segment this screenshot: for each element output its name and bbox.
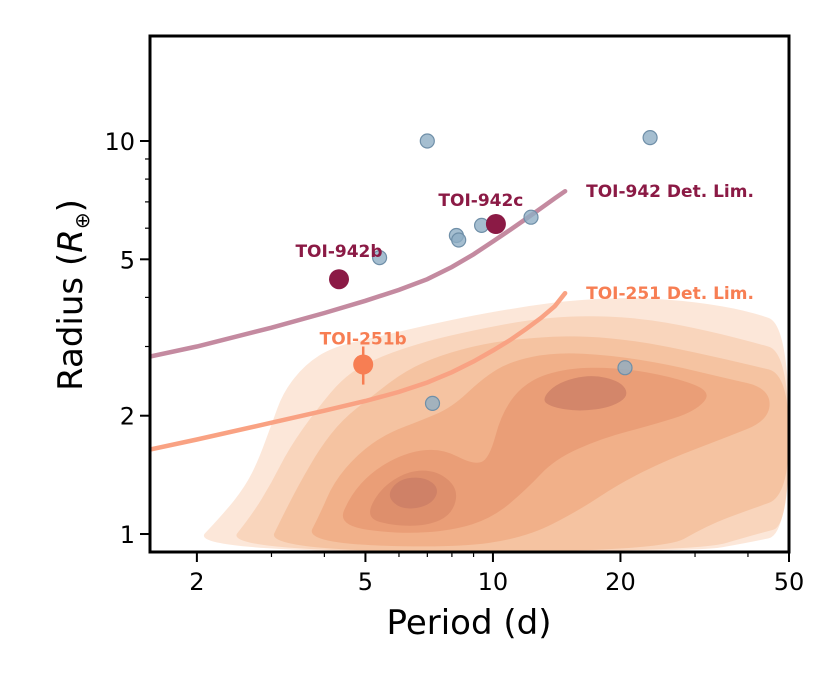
label-toi-942c: TOI-942c <box>438 191 523 211</box>
density-level-7 <box>544 376 627 411</box>
axis-ticks: 2 5 10 20 50 1 2 5 10 <box>104 128 804 596</box>
known-planet-point <box>523 209 539 225</box>
planet-point-toi-942b <box>329 269 349 290</box>
x-tick-label: 2 <box>189 568 204 596</box>
x-tick-label: 20 <box>605 568 636 596</box>
x-axis-label: Period (d) <box>387 603 552 643</box>
x-tick-label: 50 <box>774 568 805 596</box>
known-planet-point <box>642 130 658 146</box>
detection-limit-curves <box>150 188 568 452</box>
plot-frame <box>148 34 791 554</box>
y-tick-label: 2 <box>120 403 135 431</box>
y-tick-label: 1 <box>120 521 135 549</box>
x-tick-label: 5 <box>358 568 373 596</box>
y-axis-label-prefix: Radius ( <box>51 253 91 391</box>
annotations: TOI-942b TOI-942c TOI-251b TOI-942 Det. Lim… <box>295 182 753 349</box>
curve-toi-942-det-lim- <box>150 188 568 359</box>
known-planet-point <box>372 250 388 266</box>
y-tick-label: 5 <box>120 246 135 274</box>
y-axis-label: Radius (R⊕) <box>51 199 94 391</box>
curve-label: TOI-251 Det. Lim. <box>586 284 754 304</box>
label-toi-942b: TOI-942b <box>295 242 382 262</box>
y-axis-label-symbol: R <box>51 229 91 253</box>
curve-toi-251-det-lim- <box>150 290 568 452</box>
density-contours <box>203 298 789 552</box>
y-tick-label: 10 <box>104 128 135 156</box>
curve-label: TOI-942 Det. Lim. <box>586 182 754 202</box>
y-axis-label-suffix: ) <box>51 199 91 212</box>
label-toi-251b: TOI-251b <box>320 330 407 350</box>
planet-points <box>329 130 658 411</box>
y-axis-label-subscript: ⊕ <box>70 212 94 229</box>
known-planet-point <box>451 232 467 248</box>
planet-point-toi-251b <box>353 354 374 375</box>
planet-point-toi-942c <box>485 214 506 234</box>
density-peak <box>389 477 437 509</box>
known-planet-point <box>424 395 441 411</box>
x-tick-label: 10 <box>478 568 509 596</box>
known-planet-point <box>617 360 633 376</box>
known-planet-point <box>419 133 435 149</box>
